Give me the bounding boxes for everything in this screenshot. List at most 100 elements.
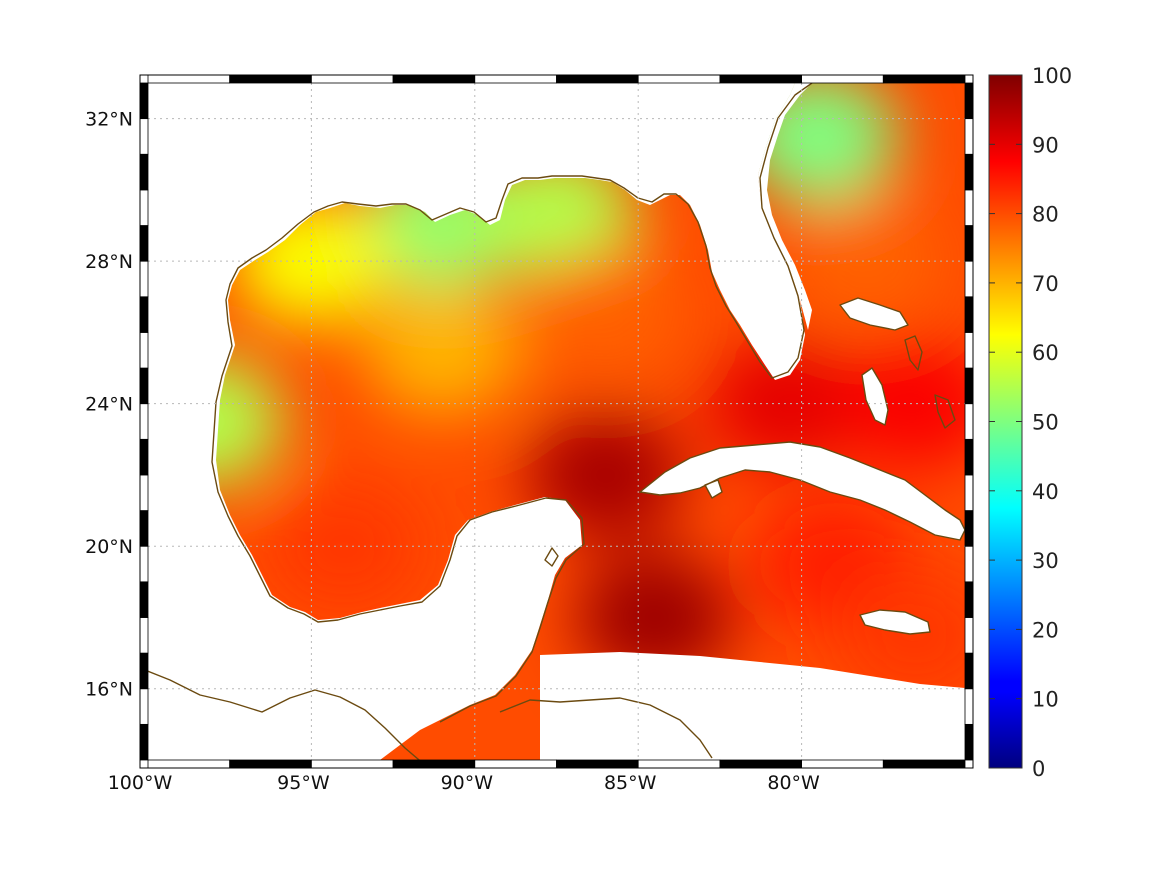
frame-bottom-segment	[637, 759, 721, 769]
colorbar-tick-label: 10	[1032, 688, 1059, 712]
frame-bottom-segment	[392, 759, 476, 769]
no-data-south	[540, 652, 965, 760]
field-region-western-caribbean	[574, 552, 735, 683]
frame-left-segment	[139, 153, 149, 191]
land-mask	[148, 83, 965, 760]
frame-right-segment	[964, 153, 974, 191]
coast-gulf	[211, 83, 813, 723]
colorbar-tick-label: 0	[1032, 757, 1045, 781]
frame-bottom-segment	[719, 759, 803, 769]
field-region-jamaica-south	[836, 570, 965, 701]
colorbar-tick-label: 100	[1032, 64, 1072, 88]
frame-right-segment	[964, 652, 974, 690]
frame-right-segment	[964, 723, 974, 761]
colorbar-tick-label: 50	[1032, 411, 1059, 435]
frame-top-segment	[719, 74, 803, 84]
colorbar: 0 10 20 30 40 50 60 70 80 90 100	[988, 64, 1072, 781]
frame-right-segment	[964, 189, 974, 226]
frame-left-segment	[139, 189, 149, 226]
frame-bottom-segment	[801, 759, 884, 769]
latitude-labels: 16°N 20°N 24°N 28°N 32°N	[85, 109, 133, 701]
frame-left-segment	[139, 438, 149, 476]
frame-left-segment	[139, 688, 149, 725]
frame-left-segment	[139, 403, 149, 440]
field-region-eastern-gulf	[525, 249, 686, 380]
frame-right-segment	[964, 332, 974, 369]
colorbar-tick-label: 20	[1032, 618, 1059, 642]
colorbar-tick-label: 60	[1032, 341, 1059, 365]
frame-right-segment	[964, 225, 974, 262]
colorbar-tick-label: 80	[1032, 203, 1059, 227]
colorbar-tick-label: 30	[1032, 549, 1059, 573]
frame-top-segment	[882, 74, 966, 84]
frame-right-segment	[964, 118, 974, 155]
coast-central-america	[148, 670, 421, 760]
frame-bottom-segment	[147, 759, 231, 769]
frame-bottom-segment	[474, 759, 557, 769]
frame-top-segment	[392, 74, 476, 84]
coast-yucatan-islands	[544, 479, 723, 567]
frame-top-segment	[474, 74, 557, 84]
frame-top-segment	[637, 74, 721, 84]
frame-left-segment	[139, 82, 149, 120]
lat-tick-label: 28°N	[85, 251, 133, 273]
frame-bottom-segment	[556, 759, 639, 769]
frame-bottom-segment	[882, 759, 966, 769]
field-region-central-gulf	[362, 285, 523, 416]
lat-tick-label: 16°N	[85, 679, 133, 701]
frame-left-segment	[139, 545, 149, 583]
frame-left-segment	[139, 225, 149, 262]
frame-right-segment	[964, 474, 974, 511]
frame-left-segment	[139, 118, 149, 155]
coast-bahamas	[839, 297, 956, 429]
land-bahamas-north	[840, 298, 908, 330]
frame-right-segment	[964, 367, 974, 405]
land-atlantic-fringe	[758, 83, 812, 330]
frame-right-segment	[964, 688, 974, 725]
longitude-labels: 100°W 95°W 90°W 85°W 80°W	[108, 772, 820, 794]
frame-left-segment	[139, 510, 149, 547]
frame-right-segment	[964, 617, 974, 654]
frame-right-segment	[964, 260, 974, 298]
frame-top-segment	[801, 74, 884, 84]
land-isla-juventud	[705, 480, 722, 498]
lon-tick-label: 80°W	[767, 772, 820, 794]
map-frame	[139, 74, 974, 769]
frame-right-segment	[964, 438, 974, 476]
frame-left-segment	[139, 260, 149, 298]
frame-top-segment	[310, 74, 394, 84]
frame-top-segment	[147, 74, 231, 84]
frame-right-segment	[964, 581, 974, 618]
frame-left-segment	[139, 296, 149, 333]
lon-tick-label: 85°W	[604, 772, 657, 794]
coastlines	[148, 83, 965, 760]
frame-left-segment	[139, 332, 149, 369]
colorbar-tick-label: 40	[1032, 480, 1059, 504]
lat-tick-label: 24°N	[85, 394, 133, 416]
lon-tick-label: 90°W	[441, 772, 494, 794]
coast-jamaica	[859, 609, 931, 635]
frame-right-segment	[964, 403, 974, 440]
frame-left-segment	[139, 723, 149, 761]
frame-left-segment	[139, 617, 149, 654]
frame-bottom-segment	[229, 759, 312, 769]
colorbar-tick-label: 90	[1032, 133, 1059, 157]
frame-right-segment	[964, 545, 974, 583]
frame-left-segment	[139, 474, 149, 511]
frame-top-segment	[556, 74, 639, 84]
lat-tick-label: 32°N	[85, 109, 133, 131]
grid	[148, 83, 965, 760]
colorbar-ticks: 0 10 20 30 40 50 60 70 80 90 100	[989, 64, 1072, 781]
land-cuba	[640, 442, 965, 540]
frame-right-segment	[964, 82, 974, 120]
lat-tick-label: 20°N	[85, 536, 133, 558]
colorbar-tick-label: 70	[1032, 272, 1059, 296]
frame-left-segment	[139, 652, 149, 690]
field-region-atlantic-off-florida	[786, 196, 947, 327]
lon-tick-label: 100°W	[108, 772, 173, 794]
frame-right-segment	[964, 510, 974, 547]
frame-outline	[139, 74, 974, 769]
land-north-america	[148, 83, 805, 760]
frame-top-segment	[229, 74, 312, 84]
